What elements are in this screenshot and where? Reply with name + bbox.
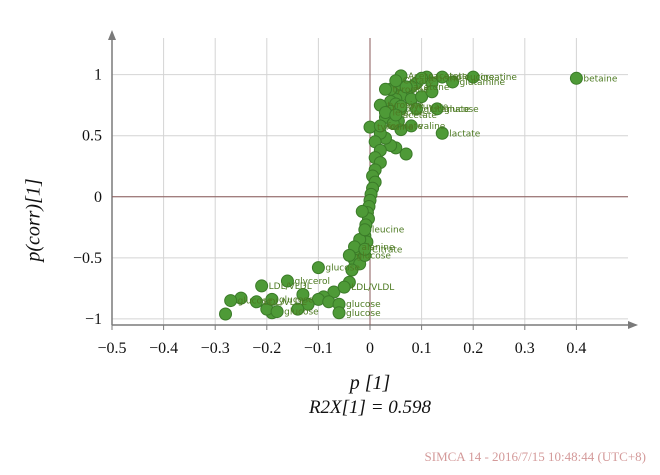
data-point [291,302,305,316]
point-label: pyruvate [408,102,449,112]
point-label: isoleucine [449,73,495,83]
y-tick-labels: −1 −0.5 0 0.5 1 [73,67,102,328]
data-point [280,274,294,288]
point-label: tyrosine [387,101,424,111]
x-tick-label: 0.1 [412,340,432,357]
x-tick-label: −0.2 [252,340,281,357]
point-label: lactate [449,129,481,139]
point-label: valine [418,122,446,132]
x-tick-label: 0.2 [463,340,483,357]
data-point [415,71,429,85]
data-point [404,119,418,133]
y-axis-arrow [108,30,116,40]
point-label: formate [387,122,423,132]
point-label: leucine [392,108,425,118]
point-label: leucine [372,226,405,236]
data-point [342,248,356,262]
data-point [224,294,238,308]
simca-footer: SIMCA 14 - 2016/7/15 10:48:44 (UTC+8) [424,449,646,464]
data-point [389,108,403,122]
point-label: tyrosine [377,123,414,133]
data-point [270,305,284,319]
point-label: Citrate [403,77,434,87]
point-label: glutamine [460,78,506,88]
point-label: glucose [284,308,319,318]
x-axis-arrow [628,321,638,329]
y-tick-label: −0.5 [73,250,102,267]
x-tick-label: 0 [366,340,374,357]
y-tick-label: −1 [85,311,102,328]
point-label: glucose [238,297,273,307]
data-point [355,204,369,218]
data-point [378,82,392,96]
data-point [358,242,372,256]
data-point [430,102,444,116]
data-point [435,70,449,84]
data-point [389,74,403,88]
data-point [255,279,269,293]
point-label: glucose [356,251,391,261]
data-point [425,85,439,99]
y-tick-label: 0 [94,189,102,206]
point-label: glutamate [423,105,470,115]
x-tick-labels: −0.5 −0.4 −0.3 −0.2 −0.1 0 0.1 0.2 0.3 0.4 [97,340,586,357]
data-point [569,71,583,85]
point-label: glucose [346,309,381,319]
point-label: tyrosine [392,85,429,95]
y-tick-label: 0.5 [82,128,102,145]
point-label: glucose [325,264,360,274]
data-point [345,263,359,277]
point-label: leucine [429,74,462,84]
point-label: glycerol [294,277,330,287]
data-point [296,287,310,301]
point-label: LDL/VLDL [351,283,394,293]
data-point [446,75,460,89]
data-point [466,70,480,84]
point-label: Acetoacetate [408,72,468,82]
point-label: betaine [583,74,617,84]
data-point [332,306,346,320]
point-label: glucose [444,105,479,115]
data-point [373,119,387,133]
data-point [415,90,429,104]
point-label: Citrate [372,245,403,255]
x-tick-label: 0.3 [515,340,535,357]
point-label: acetone [413,83,450,93]
point-label: glucose [279,295,314,305]
data-point [249,295,263,309]
data-points [219,69,583,321]
x-tick-label: −0.3 [201,340,230,357]
r2x-annotation: R2X[1] = 0.598 [308,397,432,418]
point-label: acetate [403,111,438,121]
x-tick-label: −0.1 [304,340,333,357]
point-label: alanine [362,243,395,253]
point-label: LDL/VLDL [263,298,306,308]
point-label: creatine [480,73,517,83]
data-point [358,223,372,237]
data-point [399,80,413,94]
data-point [219,307,233,321]
x-axis-label: p [1] [349,372,391,394]
y-axis-label: p(corr)[1] [22,178,45,262]
y-tick-label: 1 [94,67,102,84]
data-point [337,280,351,294]
point-label: LDL/VLDL [269,282,312,292]
data-point [409,102,423,116]
x-tick-label: 0.4 [566,340,586,357]
x-tick-label: −0.5 [97,340,126,357]
data-point [399,147,413,161]
data-point [311,261,325,275]
point-label: glucose [346,300,381,310]
x-tick-label: −0.4 [149,340,178,357]
data-point [435,126,449,140]
data-point [265,292,279,306]
